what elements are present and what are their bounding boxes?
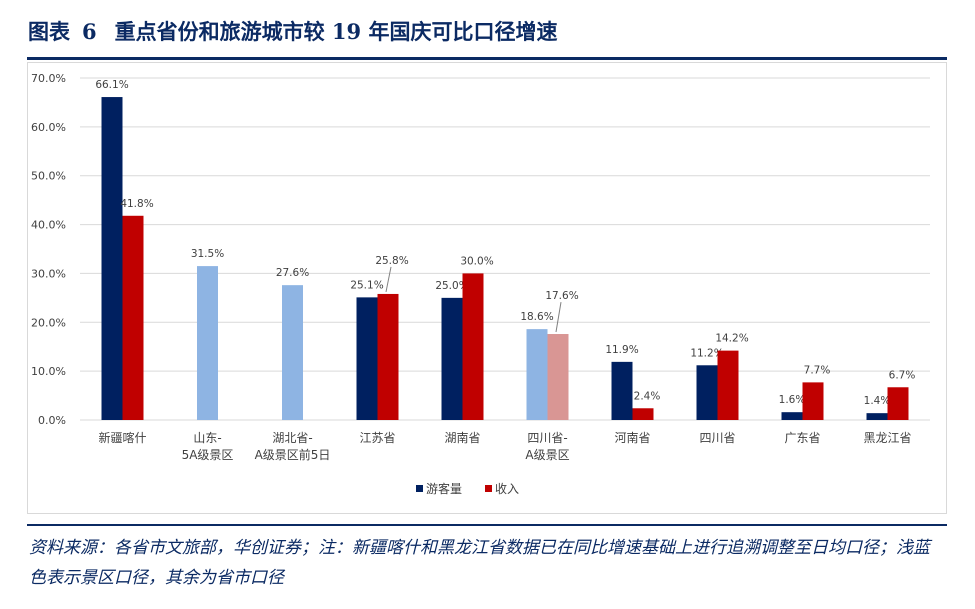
data-label-visitors: 66.1% [95,79,128,91]
legend-label: 收入 [495,482,519,496]
x-tick-label: 湖南省 [444,430,480,445]
x-tick-label: 山东- [193,431,221,445]
legend-swatch [485,485,492,492]
bar-revenue [122,215,144,420]
data-label-visitors: 31.5% [191,248,224,260]
data-label-revenue: 30.0% [460,255,493,267]
x-tick-label: 江苏省 [359,431,395,445]
bar-visitors [696,365,718,420]
data-label-leader [555,302,562,333]
data-label-visitors: 25.1% [350,279,383,291]
bar-visitors [866,413,888,420]
x-tick-label: 四川省 [699,431,735,445]
data-label-revenue: 2.4% [634,390,661,402]
y-tick-label: 0.0% [38,414,66,427]
legend-swatch [416,485,423,492]
y-tick-label: 20.0% [31,316,66,329]
data-label-visitors: 11.9% [605,344,638,356]
title-rule [27,57,947,60]
x-tick-label: 四川省- [527,431,567,445]
bar-visitors [356,297,378,420]
data-label-revenue: 25.8% [375,255,408,267]
bar-visitors [441,297,463,420]
x-tick-label: 5A级景区 [182,448,234,462]
data-label-visitors: 1.4% [864,395,891,407]
bar-revenue [632,408,654,420]
x-tick-label: 河南省 [614,430,650,445]
figure-title-text: 重点省份和旅游城市较 19 年国庆可比口径增速 [114,19,558,44]
data-label-revenue: 7.7% [804,364,831,376]
data-label-revenue: 17.6% [545,290,578,302]
bar-revenue [377,293,399,420]
figure-label: 图表 [28,19,70,44]
x-tick-label: 黑龙江省 [863,431,911,445]
bar-revenue [462,273,484,420]
chart-frame [27,62,947,514]
y-tick-label: 10.0% [31,365,66,378]
bar-chart: 0.0% 10.0% 20.0% 30.0% 40.0% 50.0% 60.0% 70.0% 6… [31,72,930,496]
y-tick-label: 30.0% [31,267,66,280]
source-rule [27,524,947,526]
y-tick-label: 70.0% [31,72,66,85]
x-tick-label: A级景区 [525,448,569,462]
data-label-visitors: 11.2% [690,347,723,359]
bar-revenue [717,350,739,420]
source-note: 资料来源：各省市文旅部，华创证券；注：新疆喀什和黑龙江省数据已在同比增速基础上进… [29,538,930,588]
y-tick-label: 60.0% [31,121,66,134]
data-label-visitors: 18.6% [520,311,553,323]
bar-visitors [282,285,303,420]
data-label-visitors: 25.0% [435,280,468,292]
x-tick-label: 湖北省- [272,430,312,445]
data-label-revenue: 14.2% [715,333,748,345]
figure-number: 6 [82,19,97,44]
x-tick-label: 广东省 [784,431,820,445]
bar-revenue [547,334,569,420]
bar-revenue [802,382,824,420]
x-tick-label: A级景区前5日 [255,447,331,462]
figure-title: 图表 6 重点省份和旅游城市较 19 年国庆可比口径增速 [28,16,557,46]
data-label-visitors: 27.6% [276,267,309,279]
data-label-revenue: 41.8% [120,198,153,210]
data-label-leader [385,266,392,293]
y-tick-label: 40.0% [31,219,66,232]
x-tick-label: 新疆喀什 [98,430,146,445]
bar-visitors [101,97,123,420]
legend-label: 游客量 [426,481,462,496]
bar-visitors [526,329,548,420]
bar-visitors [197,266,218,420]
y-tick-label: 50.0% [31,170,66,183]
bar-visitors [781,412,803,420]
bar-visitors [611,361,633,420]
data-label-revenue: 6.7% [889,369,916,381]
bar-revenue [887,387,909,420]
data-label-visitors: 1.6% [779,394,806,406]
